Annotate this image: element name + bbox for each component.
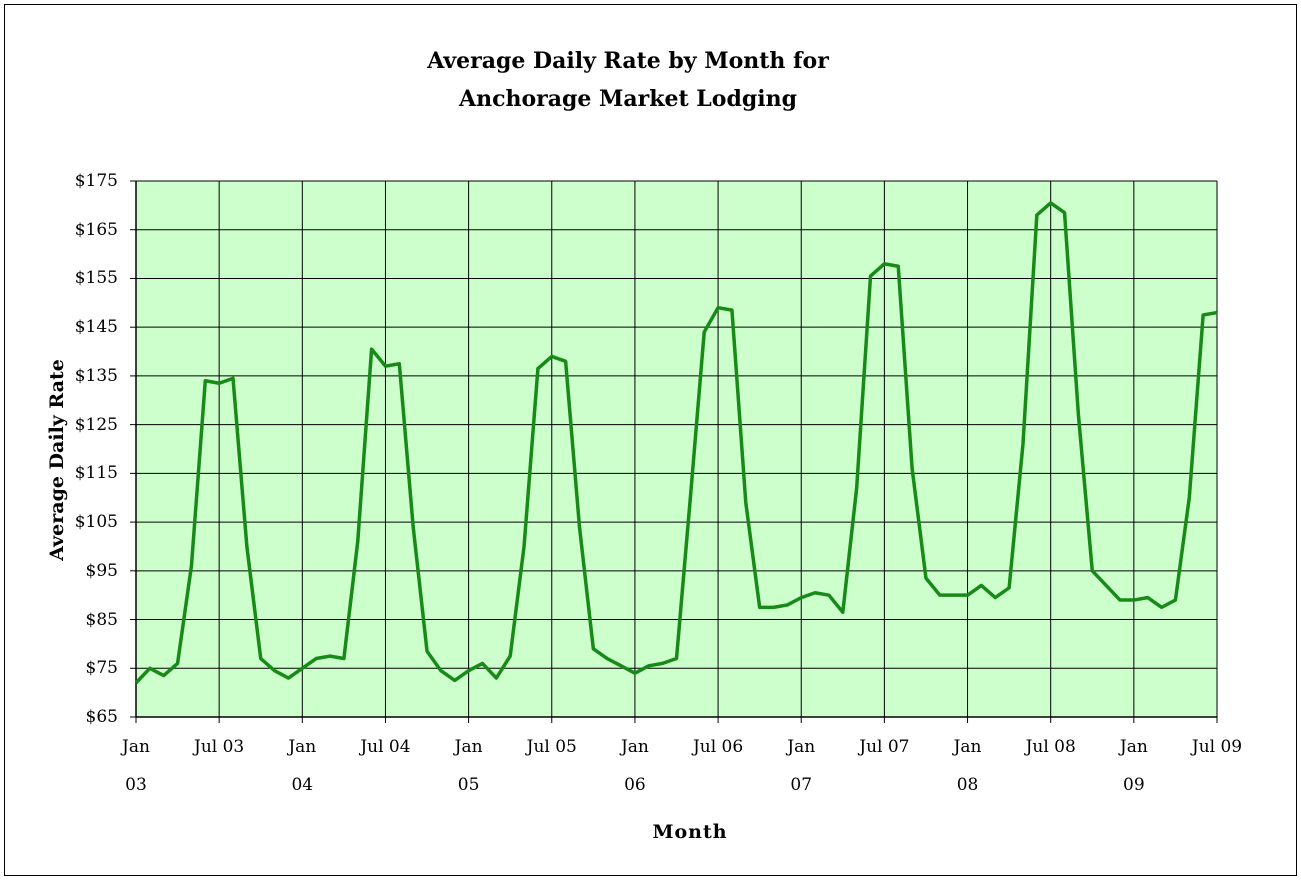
x-tick-label: Jan 07 [787,737,816,795]
chart-frame [4,4,1297,876]
y-tick-label: $165 [74,219,118,240]
x-tick-label: Jan 04 [288,737,317,795]
y-tick-label: $105 [74,512,118,533]
plot-area [136,181,1217,717]
x-tick-label: Jan 06 [620,737,649,795]
y-tick-label: $125 [74,414,118,435]
x-tick-label: Jan 05 [454,737,483,795]
chart-title: Average Daily Rate by Month for Anchorag… [427,48,829,112]
y-tick-label: $175 [74,171,118,191]
x-tick-label: Jul 04 [360,737,411,757]
x-tick-label: Jan 08 [953,737,982,795]
x-tick-label: Jul 05 [526,737,577,757]
x-tick-label: Jan 09 [1119,737,1148,795]
x-tick-label: Jul 07 [859,737,910,757]
y-tick-label: $65 [85,707,118,727]
x-tick-label: Jan 03 [122,737,150,795]
x-tick-label: Jul 09 [1191,737,1243,757]
y-tick-label: $75 [85,658,118,679]
y-tick-label: $95 [85,560,118,581]
y-tick-label: $115 [74,463,118,484]
x-tick-label: Jul 08 [1025,737,1076,757]
y-tick-label: $145 [74,317,118,338]
x-tick-label: Jul 03 [194,737,245,757]
y-tick-label: $135 [74,365,118,386]
data-line [134,201,1218,685]
y-tick-label: $85 [85,609,118,630]
x-axis-title: Month [652,821,728,843]
x-tick-label: Jul 06 [692,737,744,757]
y-tick-label: $155 [74,268,118,289]
